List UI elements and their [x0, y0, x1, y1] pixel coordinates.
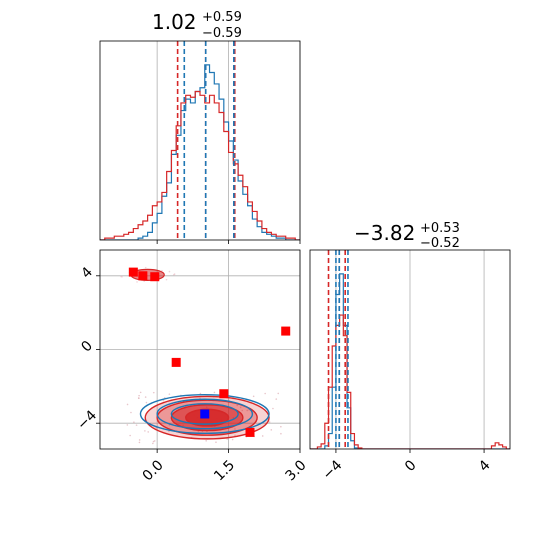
- sample-point: [133, 421, 135, 424]
- sample-point: [168, 270, 171, 273]
- title-param-1-plus: +0.59: [202, 10, 242, 25]
- sample-point: [234, 434, 236, 437]
- sample-point: [241, 409, 244, 412]
- sample-point: [275, 398, 278, 400]
- marginal-param-1-panel: [99, 40, 301, 244]
- title-param-1: 1.02 +0.59 −0.59: [152, 10, 242, 41]
- title-param-2-value: −3.82: [354, 221, 415, 245]
- red-marker: [150, 272, 160, 282]
- sample-point: [137, 397, 140, 399]
- histogram-group: [100, 41, 300, 240]
- sample-point: [139, 391, 142, 394]
- sample-point: [129, 434, 131, 437]
- title-param-2-plus: +0.53: [420, 221, 460, 236]
- blue-marker: [200, 409, 210, 419]
- sample-point: [252, 395, 255, 398]
- sample-point: [264, 392, 266, 395]
- sample-point: [152, 442, 154, 445]
- sample-point: [144, 430, 146, 432]
- joint-param-panel: [96, 249, 301, 453]
- sample-point: [236, 404, 239, 407]
- contour-blue: [170, 403, 239, 425]
- sample-point: [152, 440, 155, 443]
- sample-point: [138, 394, 140, 397]
- sample-point: [261, 435, 264, 437]
- red-marker: [138, 271, 148, 281]
- title-param-2-minus: −0.52: [420, 236, 460, 251]
- histogram-blue: [100, 64, 300, 240]
- sample-point: [138, 439, 141, 441]
- histogram-red: [310, 314, 510, 449]
- histogram-group: [310, 250, 510, 449]
- red-marker: [171, 357, 181, 367]
- panel-top-background: [100, 41, 300, 240]
- x-tick-label-param-2: 4: [476, 457, 494, 475]
- sample-point: [162, 399, 165, 402]
- marginal-param-2-panel: [309, 249, 511, 453]
- histogram-red: [100, 90, 300, 240]
- x-tick-label-param-1: 0.0: [140, 457, 167, 484]
- sample-point: [161, 269, 163, 272]
- sample-point: [234, 428, 236, 430]
- title-param-1-minus: −0.59: [202, 26, 242, 41]
- sample-point: [270, 429, 273, 431]
- title-param-1-value: 1.02: [152, 10, 197, 34]
- sample-point: [147, 431, 150, 433]
- red-marker: [128, 267, 138, 277]
- quantile-lines: [176, 41, 236, 240]
- sample-point: [272, 407, 274, 410]
- panel-top-frame: [99, 40, 301, 241]
- sample-point: [215, 441, 217, 444]
- y-tick-label-param-2: 4: [78, 264, 96, 282]
- sample-point: [138, 441, 141, 444]
- y-tick-label-param-2: 0: [78, 338, 96, 356]
- sample-point: [152, 391, 155, 394]
- sample-point: [173, 273, 175, 276]
- sample-point: [277, 392, 280, 395]
- sample-point: [165, 278, 168, 281]
- sample-point: [213, 391, 216, 394]
- sample-point: [126, 403, 129, 406]
- sample-point: [120, 275, 122, 278]
- red-marker: [281, 326, 291, 336]
- x-tick-label-param-2: −4: [320, 457, 346, 483]
- sample-point: [197, 430, 200, 433]
- title-param-2: −3.82 +0.53 −0.52: [354, 221, 460, 251]
- x-tick-label-param-1: 1.5: [211, 457, 238, 484]
- sample-point: [126, 424, 129, 426]
- sample-point: [280, 432, 282, 435]
- red-marker: [245, 427, 255, 437]
- sample-point: [280, 425, 282, 428]
- sample-point: [144, 396, 147, 398]
- sample-point: [136, 281, 138, 283]
- sample-point: [145, 401, 148, 404]
- sample-point: [205, 439, 207, 442]
- sample-point: [168, 393, 171, 395]
- sample-point: [239, 406, 242, 409]
- contour-blue: [156, 398, 254, 430]
- sample-point: [153, 440, 156, 442]
- sample-point: [135, 424, 138, 426]
- y-tick-label-param-2: −4: [74, 407, 100, 433]
- quantile-lines: [327, 250, 349, 449]
- sample-point: [226, 438, 229, 440]
- sample-point: [268, 421, 271, 423]
- sample-point: [246, 409, 248, 412]
- sample-point: [130, 411, 132, 414]
- x-tick-label-param-2: 0: [402, 457, 420, 475]
- sample-point: [231, 438, 234, 441]
- sample-point: [144, 266, 147, 269]
- x-tick-label-param-1: 3.0: [283, 457, 310, 484]
- red-marker: [219, 389, 229, 399]
- contour-blue: [139, 393, 270, 435]
